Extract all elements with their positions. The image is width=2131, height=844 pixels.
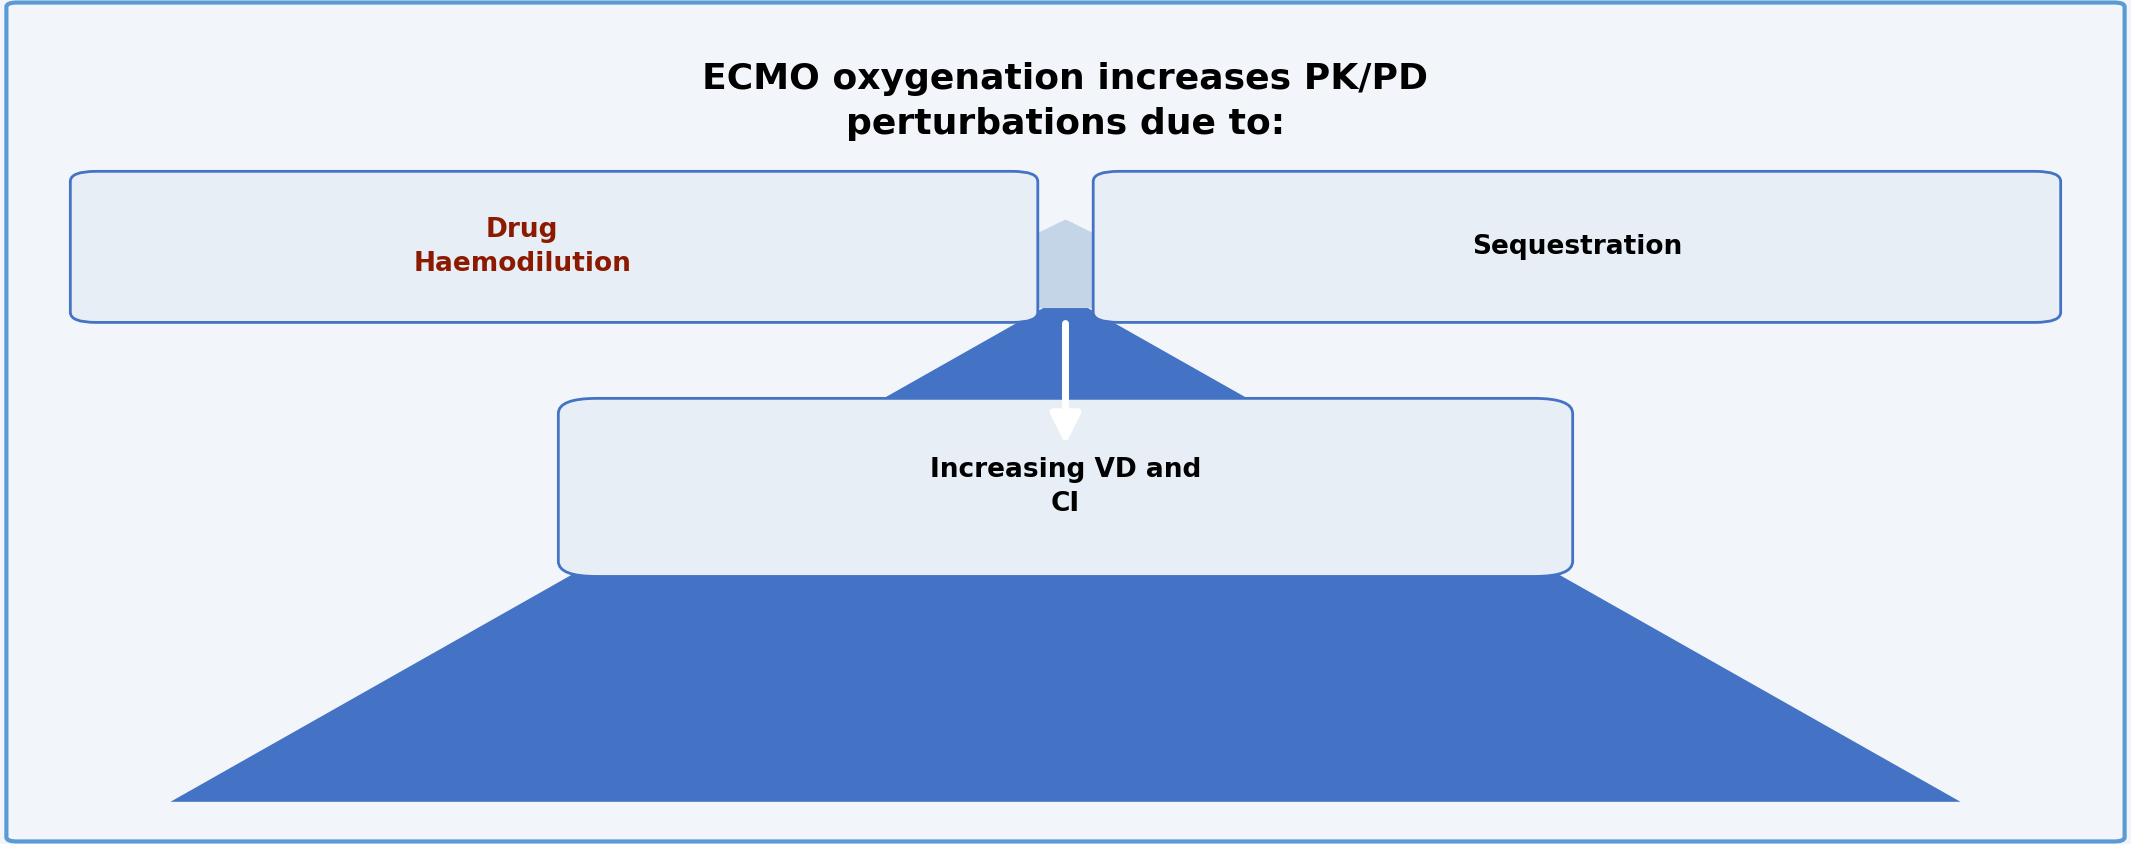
- Polygon shape: [884, 219, 1247, 308]
- Polygon shape: [170, 295, 1961, 802]
- FancyBboxPatch shape: [70, 171, 1038, 322]
- FancyBboxPatch shape: [6, 3, 2125, 841]
- Text: Sequestration: Sequestration: [1473, 234, 1681, 260]
- FancyBboxPatch shape: [1093, 171, 2061, 322]
- Text: ECMO oxygenation increases PK/PD
perturbations due to:: ECMO oxygenation increases PK/PD perturb…: [703, 62, 1428, 141]
- Text: Increasing VD and
CI: Increasing VD and CI: [929, 457, 1202, 517]
- Text: Drug
Haemodilution: Drug Haemodilution: [413, 217, 631, 277]
- FancyBboxPatch shape: [558, 398, 1573, 576]
